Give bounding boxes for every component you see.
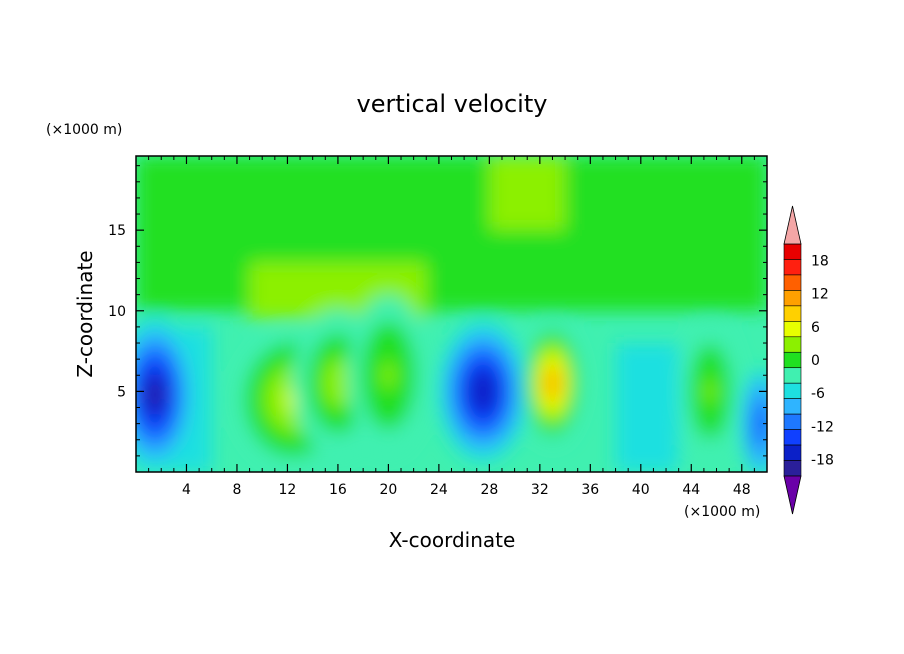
y-units-label: (×1000 m) <box>46 122 122 138</box>
heatmap-contour <box>148 381 162 408</box>
x-tick-label: 32 <box>531 482 549 498</box>
colorbar-segment <box>783 321 802 338</box>
heatmap-contour <box>547 373 558 394</box>
heatmap-contour <box>705 379 716 404</box>
y-tick-label: 5 <box>117 384 126 400</box>
colorbar-tick-label: 18 <box>811 254 829 270</box>
colorbar-bottom-arrow <box>783 475 802 515</box>
colorbar-tick-label: -6 <box>811 386 825 402</box>
colorbar-segment <box>783 336 802 353</box>
colorbar-segment <box>783 429 802 446</box>
colorbar-segment <box>783 290 802 307</box>
heatmap-contour <box>330 370 346 396</box>
x-tick-label: 24 <box>430 482 448 498</box>
colorbar: 18 12 6 0 -6 -12 -18 <box>783 205 834 515</box>
colorbar-segment <box>783 382 802 399</box>
y-axis-label: Z-coordinate <box>73 250 97 377</box>
colorbar-segment <box>783 444 802 461</box>
colorbar-segment <box>783 259 802 276</box>
x-tick-label: 16 <box>329 482 347 498</box>
heatmap-band <box>489 156 566 231</box>
colorbar-segment <box>783 351 802 369</box>
colorbar-segment <box>783 274 802 291</box>
y-tick-label: 10 <box>108 304 126 320</box>
colorbar-tick-label: 12 <box>811 287 829 303</box>
y-tick-label: 15 <box>108 223 126 239</box>
heatmap-contour <box>475 379 491 404</box>
x-tick-label: 28 <box>480 482 498 498</box>
x-tick-label: 40 <box>632 482 650 498</box>
x-tick-label: 8 <box>232 482 241 498</box>
x-tick-label: 20 <box>379 482 397 498</box>
heatmap-band <box>136 156 767 311</box>
plot-area <box>136 156 767 472</box>
heatmap-field <box>136 156 767 472</box>
chart-title: vertical velocity <box>357 90 548 118</box>
x-units-label: (×1000 m) <box>684 504 760 520</box>
heatmap-contour <box>757 414 765 433</box>
x-tick-label: 12 <box>279 482 297 498</box>
y-axis: 5 10 15 <box>108 165 767 457</box>
x-axis-label: X-coordinate <box>389 528 516 552</box>
colorbar-segment <box>783 305 802 322</box>
heatmap-contour <box>381 361 396 389</box>
colorbar-segment <box>783 413 802 430</box>
colorbar-tick-label: 0 <box>811 353 820 369</box>
colorbar-segment <box>783 243 802 260</box>
heatmap-band <box>615 343 679 472</box>
x-tick-label: 36 <box>581 482 599 498</box>
colorbar-tick-label: 6 <box>811 320 820 336</box>
colorbar-segment <box>783 367 802 384</box>
colorbar-top-arrow <box>783 205 802 245</box>
x-tick-label: 44 <box>682 482 700 498</box>
colorbar-segment <box>783 398 802 415</box>
colorbar-tick-label: -12 <box>811 419 834 435</box>
colorbar-segment <box>783 460 802 477</box>
x-axis: 4 8 12 16 20 24 28 32 36 40 44 48 <box>148 156 755 498</box>
colorbar-tick-label: -18 <box>811 452 834 468</box>
x-tick-label: 4 <box>182 482 191 498</box>
x-tick-label: 48 <box>733 482 751 498</box>
